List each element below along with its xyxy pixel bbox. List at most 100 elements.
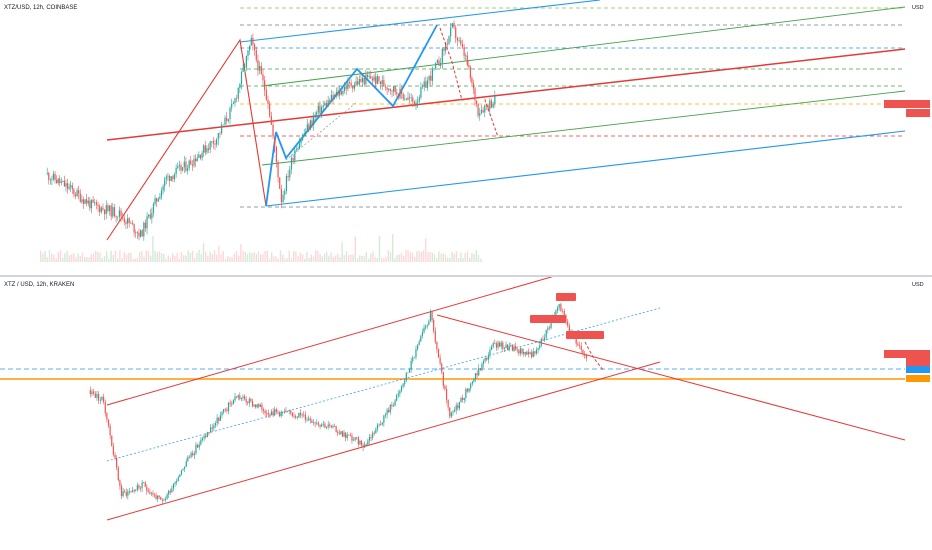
volume-bar xyxy=(469,257,471,262)
candle-body xyxy=(104,209,106,215)
candle-body xyxy=(125,492,127,496)
top-chart[interactable]: XTZ/USD, 12h, COINBASE USD xyxy=(0,0,932,275)
candle-body xyxy=(567,321,569,326)
candle-body xyxy=(458,402,461,409)
candle-body xyxy=(205,435,207,438)
candle-body xyxy=(575,336,577,344)
candle-body xyxy=(577,343,579,346)
candle-body xyxy=(489,349,491,356)
volume-bar xyxy=(431,252,433,262)
candle-body xyxy=(304,414,306,420)
top-chart-panel[interactable]: XTZ/USD, 12h, COINBASE USD xyxy=(0,0,932,275)
candle-body xyxy=(463,397,465,400)
candle-body xyxy=(95,202,97,205)
volume-bar xyxy=(337,253,339,262)
candle-body xyxy=(372,432,374,438)
candle-body xyxy=(260,65,262,75)
candle-body xyxy=(102,207,104,210)
candle-body xyxy=(280,412,282,417)
candle-body xyxy=(466,55,468,66)
candle-body xyxy=(429,311,432,322)
candle-body xyxy=(405,372,407,381)
volume-bar xyxy=(286,258,288,262)
candle-body xyxy=(335,91,337,95)
candle-body xyxy=(234,98,236,104)
candle-body xyxy=(402,383,404,387)
candle-body xyxy=(269,414,271,416)
candle-body xyxy=(563,311,565,316)
candle-body xyxy=(290,410,292,414)
candle-body xyxy=(188,456,191,458)
candle-body xyxy=(253,44,256,50)
candle-body xyxy=(229,107,231,120)
candle-body xyxy=(384,414,387,416)
volume-bar xyxy=(90,254,92,262)
volume-bar xyxy=(319,254,321,262)
bottom-chart-panel[interactable]: XTZ / USD, 12h, KRAKEN USD xyxy=(0,277,932,550)
candle-body xyxy=(463,47,465,57)
candle-body xyxy=(282,411,284,413)
candle-body xyxy=(169,490,171,493)
bottom-chart[interactable]: XTZ / USD, 12h, KRAKEN USD xyxy=(0,277,932,550)
candle-body xyxy=(343,87,346,91)
volume-bar xyxy=(403,255,405,262)
candle-body xyxy=(223,409,225,413)
volume-bar xyxy=(194,257,196,262)
candle-body xyxy=(510,345,512,347)
candle-body xyxy=(96,394,98,398)
candle-body xyxy=(240,71,243,85)
volume-bar xyxy=(165,258,167,262)
candle-body xyxy=(321,424,323,427)
candle-body xyxy=(139,488,142,489)
candle-body xyxy=(292,157,294,161)
candle-body xyxy=(274,409,276,416)
panel-divider[interactable] xyxy=(0,275,932,277)
candle-body xyxy=(392,405,395,407)
candle-body xyxy=(329,100,331,102)
candle-body xyxy=(66,183,69,189)
candle-body xyxy=(356,437,358,438)
candle-body xyxy=(324,103,326,106)
candle-body xyxy=(94,202,96,203)
candle-body xyxy=(172,176,174,180)
candle-body xyxy=(180,470,183,475)
candle-body xyxy=(190,453,192,458)
candle-body xyxy=(90,199,93,209)
candle-body xyxy=(425,326,427,328)
candle-body xyxy=(337,91,339,96)
volume-bar xyxy=(251,252,253,262)
pattern-label-bg xyxy=(530,315,566,323)
candle-body xyxy=(456,38,458,41)
candle-body xyxy=(480,109,483,114)
candle-body xyxy=(130,491,132,492)
candle-body xyxy=(476,373,478,376)
candle-body xyxy=(184,466,186,469)
candle-body xyxy=(191,164,193,166)
candle-body xyxy=(420,87,422,98)
candle-body xyxy=(327,100,329,107)
top-axis-unit: USD xyxy=(912,5,924,11)
candle-body xyxy=(112,446,114,455)
candle-body xyxy=(305,131,307,134)
candle-body xyxy=(179,474,181,478)
candle-body xyxy=(418,97,420,102)
candle-body xyxy=(245,56,247,68)
candle-body xyxy=(148,214,150,217)
candle-body xyxy=(101,396,103,401)
candle-body xyxy=(196,444,199,448)
candle-body xyxy=(523,351,525,354)
candle-body xyxy=(138,485,140,489)
candle-body xyxy=(308,124,310,130)
candle-body xyxy=(247,50,249,57)
candle-body xyxy=(295,149,297,151)
candle-body xyxy=(103,396,105,403)
volume-bar xyxy=(416,251,418,262)
candle-body xyxy=(460,397,462,403)
candle-body xyxy=(48,172,50,180)
volume-bar xyxy=(176,252,178,262)
candle-body xyxy=(204,145,206,153)
candle-body xyxy=(206,432,208,438)
candle-body xyxy=(353,84,356,89)
candle-body xyxy=(548,327,551,329)
candle-body xyxy=(455,405,457,411)
